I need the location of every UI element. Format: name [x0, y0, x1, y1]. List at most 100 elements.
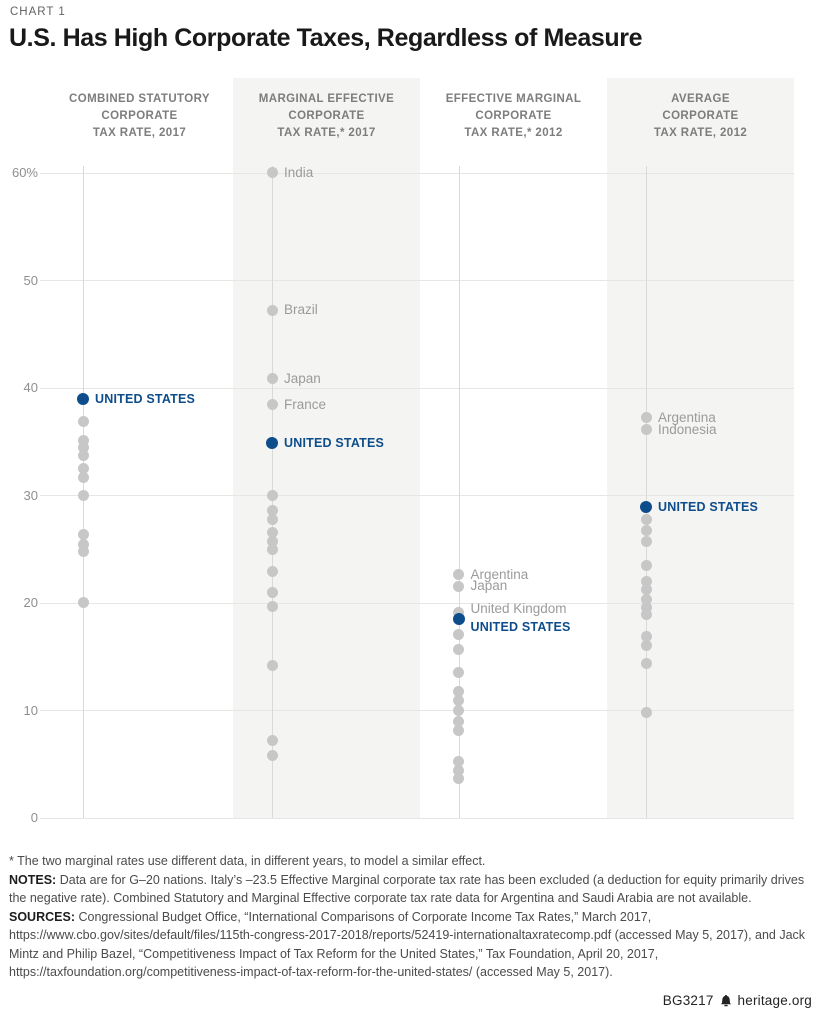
data-dot [640, 584, 652, 596]
gridline [40, 172, 794, 174]
data-dot [77, 449, 89, 461]
data-dot [640, 602, 652, 614]
site-name: heritage.org [737, 993, 812, 1008]
notes-label: NOTES: [9, 872, 57, 887]
data-dot [266, 489, 278, 501]
data-dot [266, 399, 278, 411]
us-dot [77, 393, 89, 406]
us-dot [640, 500, 652, 513]
data-dot [453, 756, 464, 768]
data-dot [453, 704, 464, 716]
gridline [40, 387, 794, 389]
y-axis-tick-label: 10 [23, 702, 38, 718]
data-dot [77, 538, 89, 550]
column-axis-line [458, 166, 460, 818]
us-point-label: UNITED STATES [284, 436, 385, 451]
data-dot [266, 304, 278, 316]
data-dot [266, 660, 278, 672]
data-dot [640, 608, 652, 620]
country-point-label: Argentina [658, 409, 716, 425]
y-axis-tick-label: 30 [23, 487, 38, 503]
country-point-label: France [284, 396, 327, 412]
country-point-label: Indonesia [658, 422, 717, 438]
country-point-label: United Kingdom [470, 601, 567, 617]
column-header: COMBINED STATUTORY CORPORATE TAX RATE, 2… [69, 93, 210, 139]
data-dot [453, 694, 464, 706]
data-dot [266, 527, 278, 539]
footnote-sources: SOURCES: Congressional Budget Office, “I… [9, 908, 815, 982]
data-dot [453, 606, 464, 618]
country-point-label: Argentina [470, 566, 529, 582]
column-band [233, 78, 420, 818]
chart-number-kicker: CHART 1 [10, 6, 66, 18]
data-dot [77, 489, 89, 501]
column-band [607, 78, 794, 818]
data-dot [453, 764, 464, 776]
data-dot [77, 416, 89, 428]
country-point-label: Brazil [284, 302, 318, 318]
data-dot [77, 597, 89, 608]
data-dot [266, 587, 278, 599]
data-dot [640, 631, 652, 643]
y-axis-tick-label: 50 [23, 272, 38, 288]
footnote-asterisk: * The two marginal rates use different d… [9, 854, 486, 868]
data-dot [266, 734, 278, 746]
page-title: U.S. Has High Corporate Taxes, Regardles… [9, 24, 643, 52]
country-point-label: India [284, 164, 314, 180]
data-dot [453, 773, 464, 785]
data-dot [77, 442, 89, 454]
data-dot [77, 529, 89, 541]
data-dot [266, 373, 278, 385]
column-header: EFFECTIVE MARGINAL CORPORATE TAX RATE,* … [445, 93, 582, 139]
data-dot [77, 546, 89, 558]
gridline [40, 817, 794, 819]
data-dot [640, 514, 652, 526]
data-dot [453, 580, 464, 592]
data-dot [453, 716, 464, 728]
data-dot [266, 749, 278, 761]
data-dot [266, 565, 278, 577]
data-dot [640, 560, 652, 572]
column-axis-line [646, 166, 647, 818]
data-dot [640, 412, 652, 424]
data-dot [453, 666, 464, 678]
data-dot [77, 472, 89, 484]
gridline [40, 280, 794, 281]
us-dot [452, 612, 465, 625]
data-dot [77, 434, 89, 446]
data-dot [640, 535, 652, 547]
data-dot [453, 569, 464, 581]
column-header: MARGINAL EFFECTIVE CORPORATE TAX RATE,* … [258, 93, 395, 139]
data-dot [640, 575, 652, 587]
sources-label: SOURCES: [9, 909, 75, 924]
us-dot [266, 437, 278, 450]
notes-text: Data are for G–20 nations. Italy’s –23.5… [9, 872, 805, 906]
data-dot [640, 423, 652, 435]
data-dot [266, 504, 278, 516]
data-dot [640, 524, 652, 536]
data-dot [640, 706, 652, 718]
footnotes: * The two marginal rates use different d… [9, 852, 815, 982]
data-dot [266, 535, 278, 547]
country-point-label: Japan [284, 370, 321, 386]
gridline [40, 710, 794, 711]
data-dot [453, 629, 464, 641]
footer: BG3217 heritage.org [663, 993, 812, 1008]
us-point-label: UNITED STATES [95, 392, 196, 407]
sources-text: Congressional Budget Office, “Internatio… [9, 909, 806, 980]
heritage-bell-icon [720, 994, 731, 1006]
data-dot [266, 514, 278, 526]
country-point-label: Japan [470, 578, 508, 594]
data-dot [640, 593, 652, 605]
column-header: AVERAGE CORPORATE TAX RATE, 2012 [653, 93, 748, 139]
data-dot [266, 544, 278, 556]
data-dot [266, 167, 278, 178]
us-point-label: UNITED STATES [470, 619, 571, 634]
gridline [40, 495, 794, 496]
gridline [40, 602, 794, 604]
data-dot [77, 462, 89, 474]
data-dot [640, 658, 652, 670]
footnote-notes: NOTES: Data are for G–20 nations. Italy’… [9, 871, 815, 908]
